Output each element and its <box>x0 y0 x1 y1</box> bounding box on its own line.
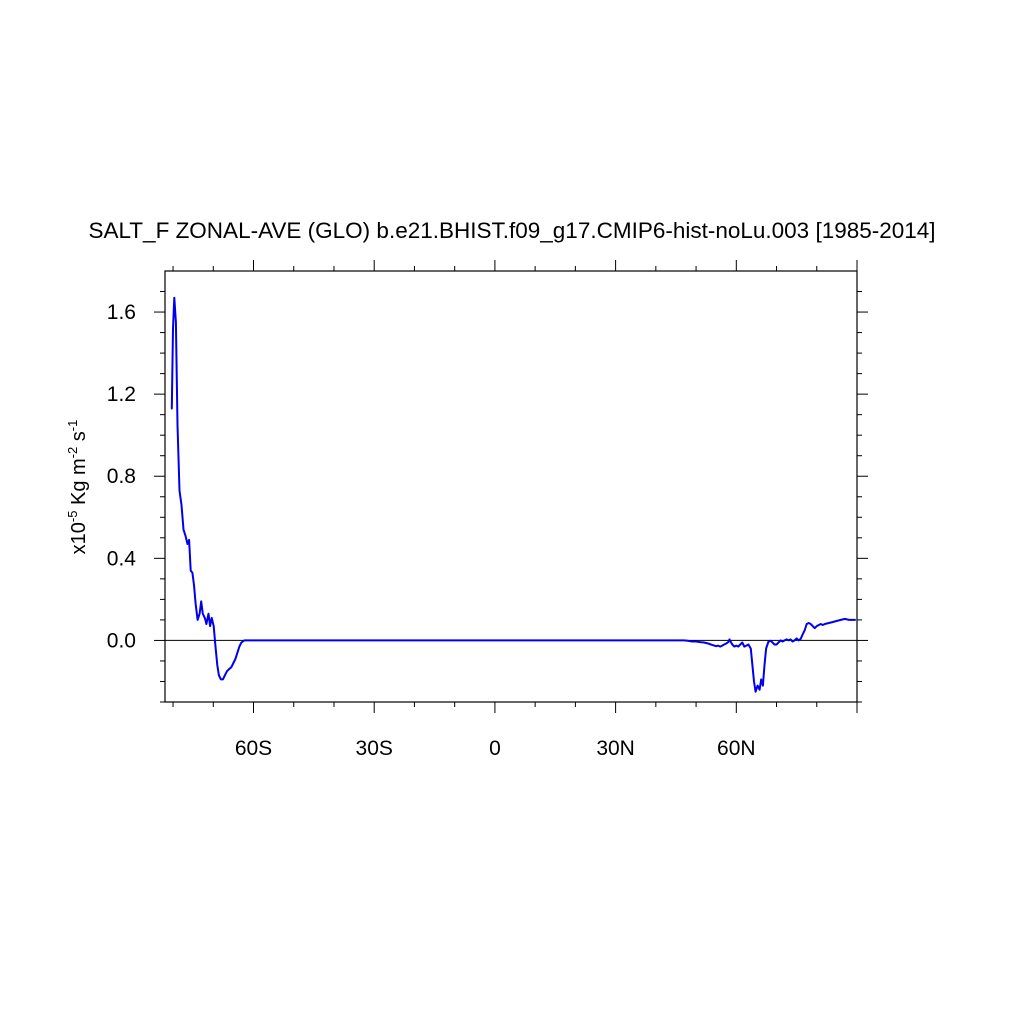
chart-title: SALT_F ZONAL-AVE (GLO) b.e21.BHIST.f09_g… <box>88 218 935 243</box>
y-axis-label-exponent-1: -5 <box>65 511 80 523</box>
y-tick-label: 0.8 <box>107 465 136 488</box>
y-tick-label: 0.4 <box>107 547 137 570</box>
svg-text:x10-5 Kg m-2 s-1: x10-5 Kg m-2 s-1 <box>65 420 90 555</box>
y-tick-label: 1.6 <box>107 301 136 324</box>
plot-frame <box>164 270 858 703</box>
plot-area: 60S 30S 0 30N 60N 0.0 0.4 0.8 1.2 1.6 <box>107 260 868 760</box>
x-tick-label: 60N <box>717 737 756 760</box>
y-axis-label-unit-2: s <box>68 431 90 447</box>
y-tick-label: 1.2 <box>107 383 136 406</box>
y-axis-label-unit-1: Kg m <box>68 458 90 510</box>
x-tick-label: 30S <box>356 737 393 760</box>
y-axis-label-exponent-2: -2 <box>65 447 80 459</box>
series-line <box>170 296 856 693</box>
y-axis-label-prefix: x10 <box>68 522 90 554</box>
y-axis-label-exponent-3: -1 <box>65 420 80 432</box>
x-tick-label: 60S <box>235 737 272 760</box>
x-tick-label: 30N <box>596 737 635 760</box>
y-axis-label: x10-5 Kg m-2 s-1 <box>65 420 90 555</box>
x-tick-label: 0 <box>489 737 501 760</box>
y-tick-label: 0.0 <box>107 629 136 652</box>
